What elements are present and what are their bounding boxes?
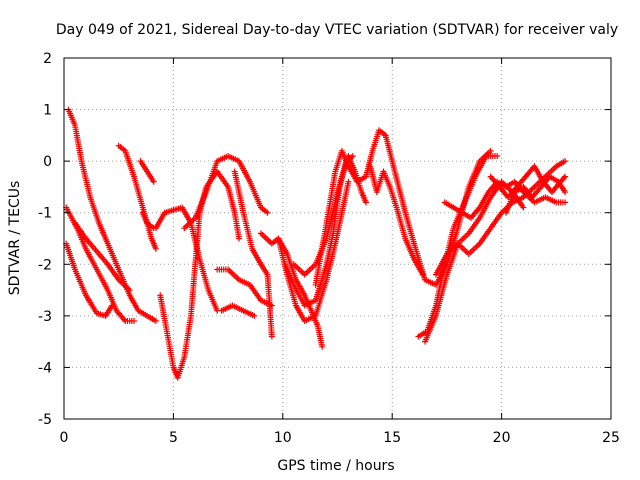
x-tick-label: 25 xyxy=(602,430,620,446)
data-marks xyxy=(63,106,569,381)
x-tick-label: 10 xyxy=(274,430,292,446)
grid-lines xyxy=(64,58,611,419)
y-tick-label: -1 xyxy=(38,206,52,222)
data-point xyxy=(562,189,569,196)
data-point xyxy=(268,333,275,340)
series-arc7 xyxy=(139,209,157,232)
series-arc13 xyxy=(231,168,275,340)
data-point xyxy=(562,158,569,165)
x-axis-label: GPS time / hours xyxy=(277,458,394,474)
series-arc5 xyxy=(115,142,159,252)
data-point xyxy=(487,147,494,154)
series-arc11 xyxy=(214,266,275,309)
data-point xyxy=(562,173,569,180)
y-tick-label: 2 xyxy=(43,51,52,67)
data-point xyxy=(131,318,138,325)
x-tick-label: 5 xyxy=(169,430,178,446)
x-tick-label: 20 xyxy=(493,430,511,446)
data-point xyxy=(126,287,133,294)
series-arc23 xyxy=(441,178,569,221)
y-tick-label: 0 xyxy=(43,154,52,170)
plot-frame xyxy=(63,57,612,420)
y-tick-label: -4 xyxy=(38,360,52,376)
series-arc9 xyxy=(152,204,221,314)
data-point xyxy=(152,245,159,252)
y-tick-label: 1 xyxy=(43,103,52,119)
series-arc24 xyxy=(487,163,569,201)
data-point xyxy=(319,343,326,350)
y-tick-label: -2 xyxy=(38,257,52,273)
x-tick-label: 0 xyxy=(60,430,69,446)
data-point xyxy=(419,271,426,278)
y-tick-label: -5 xyxy=(38,412,52,428)
series-arc4 xyxy=(71,220,133,294)
series-arc6 xyxy=(137,158,157,185)
series-arc25 xyxy=(502,173,569,216)
series-arc18 xyxy=(312,127,494,288)
data-point xyxy=(362,199,369,206)
y-axis-label: SDTVAR / TECUs xyxy=(7,181,23,296)
data-point xyxy=(560,174,567,181)
data-point xyxy=(494,152,501,159)
data-point xyxy=(150,178,157,185)
data-point xyxy=(520,204,527,211)
data-point xyxy=(562,199,569,206)
data-point xyxy=(109,302,116,309)
data-point xyxy=(251,312,258,319)
data-point xyxy=(264,209,271,216)
data-point xyxy=(236,235,243,242)
data-point xyxy=(152,318,159,325)
chart-title: Day 049 of 2021, Sidereal Day-to-day VTE… xyxy=(56,22,618,38)
series-arc12 xyxy=(218,302,258,319)
axis-ticks: 0 5 10 15 20 25 -5 -4 -3 -2 -1 0 1 2 xyxy=(38,51,620,446)
data-point xyxy=(345,178,352,185)
series-arc19 xyxy=(367,163,426,278)
series-arc3 xyxy=(63,240,116,319)
y-tick-label: -3 xyxy=(38,309,52,325)
x-tick-label: 15 xyxy=(383,430,401,446)
series-arc10 xyxy=(181,152,271,232)
series-arc8 xyxy=(157,168,243,381)
